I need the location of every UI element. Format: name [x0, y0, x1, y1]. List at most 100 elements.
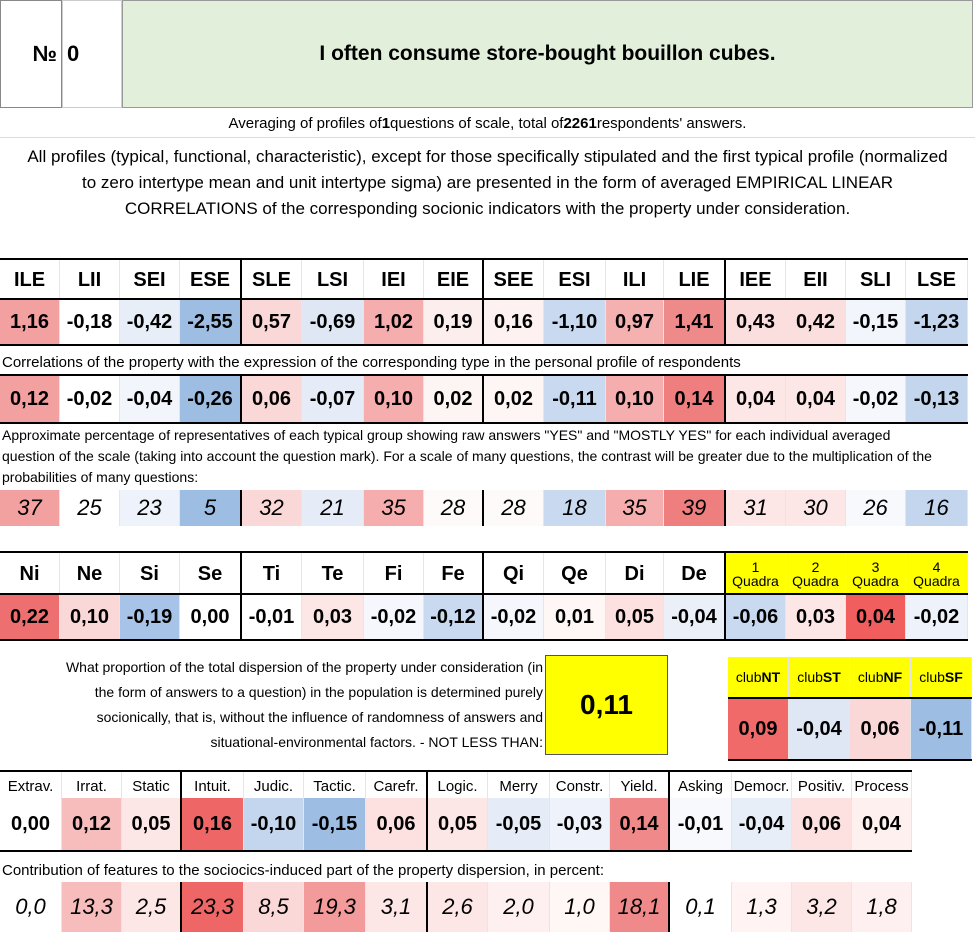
corr-value-5: -0,07: [302, 376, 364, 422]
type-profile-2: -0,42: [120, 300, 180, 344]
club-header-3: club SF: [911, 657, 972, 697]
function-header-8: Qi: [484, 553, 544, 595]
feature-header-12: Democr.: [732, 772, 792, 800]
feature-header-row: Extrav. Irrat. Static Intuit. Judic. Tactic. C…: [0, 770, 912, 800]
type-profile-0: 1,16: [0, 300, 60, 344]
club-header-2: club NF: [850, 657, 911, 697]
function-header-10: Di: [606, 553, 664, 595]
corr-value-14: -0,02: [846, 376, 906, 422]
pct-value-8: 28: [484, 490, 544, 526]
club-header-0: club NT: [728, 657, 789, 697]
feature-header-6: Carefr.: [366, 772, 428, 800]
function-value-1: 0,10: [60, 595, 120, 639]
pct-value-3: 5: [180, 490, 242, 526]
function-value-12: -0,06: [726, 595, 786, 639]
profile-description: All profiles (typical, functional, chara…: [27, 147, 948, 218]
pct-value-9: 18: [544, 490, 606, 526]
corr-value-2: -0,04: [120, 376, 180, 422]
club-header-1: club ST: [789, 657, 850, 697]
type-header-15: LSE: [906, 260, 968, 300]
contribution-value-9: 1,0: [550, 882, 610, 932]
type-header-2: SEI: [120, 260, 180, 300]
function-header-7: Fe: [424, 553, 484, 595]
correlation-note: Correlations of the property with the ex…: [2, 354, 741, 371]
feature-value-1: 0,12: [62, 798, 122, 850]
feature-value-10: 0,14: [610, 798, 670, 850]
pct-value-13: 30: [786, 490, 846, 526]
type-header-13: EII: [786, 260, 846, 300]
type-header-14: SLI: [846, 260, 906, 300]
function-header-1: Ne: [60, 553, 120, 595]
type-profile-15: -1,23: [906, 300, 968, 344]
feature-value-9: -0,03: [550, 798, 610, 850]
percentage-note: Approximate percentage of representative…: [2, 427, 932, 485]
feature-header-10: Yield.: [610, 772, 670, 800]
type-profile-row: 1,16 -0,18 -0,42 -2,55 0,57 -0,69 1,02 0,19 0,16…: [0, 298, 968, 346]
function-value-0: 0,22: [0, 595, 60, 639]
function-value-10: 0,05: [606, 595, 664, 639]
pct-value-5: 21: [302, 490, 364, 526]
club-value-0: 0,09: [728, 699, 789, 759]
feature-value-8: -0,05: [488, 798, 550, 850]
club-value-1: -0,04: [789, 699, 850, 759]
function-header-13: 2 Quadra: [786, 553, 846, 595]
corr-value-10: 0,10: [606, 376, 664, 422]
function-header-9: Qe: [544, 553, 606, 595]
question-count: 1: [381, 115, 391, 132]
feature-header-5: Tactic.: [304, 772, 366, 800]
contribution-value-5: 19,3: [304, 882, 366, 932]
pct-value-7: 28: [424, 490, 484, 526]
contribution-value-12: 1,3: [732, 882, 792, 932]
pct-value-1: 25: [60, 490, 120, 526]
pct-value-4: 32: [242, 490, 302, 526]
function-value-15: -0,02: [906, 595, 968, 639]
pct-value-2: 23: [120, 490, 180, 526]
corr-value-3: -0,26: [180, 376, 242, 422]
contribution-value-0: 0,0: [0, 882, 62, 932]
function-header-2: Si: [120, 553, 180, 595]
corr-value-9: -0,11: [544, 376, 606, 422]
corr-value-7: 0,02: [424, 376, 484, 422]
corr-value-0: 0,12: [0, 376, 60, 422]
feature-header-8: Merry: [488, 772, 550, 800]
contribution-row: 0,0 13,3 2,5 23,3 8,5 19,3 3,1 2,6 2,0 1,0 18,1 0,1…: [0, 882, 912, 932]
corr-value-8: 0,02: [484, 376, 544, 422]
type-header-10: ILI: [606, 260, 664, 300]
averaging-line: Averaging of profiles of 1 questions of …: [0, 110, 975, 138]
type-header-0: ILE: [0, 260, 60, 300]
correlation-row: 0,12 -0,02 -0,04 -0,26 0,06 -0,07 0,10 0,02 0,02…: [0, 374, 968, 424]
type-profile-14: -0,15: [846, 300, 906, 344]
function-value-9: 0,01: [544, 595, 606, 639]
type-profile-11: 1,41: [664, 300, 726, 344]
type-header-8: SEE: [484, 260, 544, 300]
feature-value-11: -0,01: [670, 798, 732, 850]
type-header-6: IEI: [364, 260, 424, 300]
contribution-value-8: 2,0: [488, 882, 550, 932]
number-label: №: [0, 0, 62, 108]
pct-value-10: 35: [606, 490, 664, 526]
contribution-value-3: 23,3: [182, 882, 244, 932]
function-value-2: -0,19: [120, 595, 180, 639]
contribution-value-13: 3,2: [792, 882, 852, 932]
percentage-row: 37 25 23 5 32 21 35 28 28 18 35 39 31 30 26 16: [0, 490, 968, 526]
function-header-0: Ni: [0, 553, 60, 595]
function-value-5: 0,03: [302, 595, 364, 639]
type-profile-1: -0,18: [60, 300, 120, 344]
proportion-value: 0,11: [545, 655, 668, 755]
club-value-2: 0,06: [850, 699, 911, 759]
feature-header-0: Extrav.: [0, 772, 62, 800]
function-value-7: -0,12: [424, 595, 484, 639]
type-header-7: EIE: [424, 260, 484, 300]
function-header-14: 3 Quadra: [846, 553, 906, 595]
type-profile-6: 1,02: [364, 300, 424, 344]
pct-value-15: 16: [906, 490, 968, 526]
type-profile-13: 0,42: [786, 300, 846, 344]
club-header-row: club NT club ST club NF club SF: [728, 657, 972, 697]
contribution-value-7: 2,6: [428, 882, 488, 932]
feature-header-9: Constr.: [550, 772, 610, 800]
feature-header-14: Process: [852, 772, 912, 800]
function-header-3: Se: [180, 553, 242, 595]
question-number: 0: [62, 0, 122, 108]
feature-header-2: Static: [122, 772, 182, 800]
type-header-row: ILE LII SEI ESE SLE LSI IEI EIE SEE ESI ILI LIE IEE E…: [0, 258, 968, 300]
